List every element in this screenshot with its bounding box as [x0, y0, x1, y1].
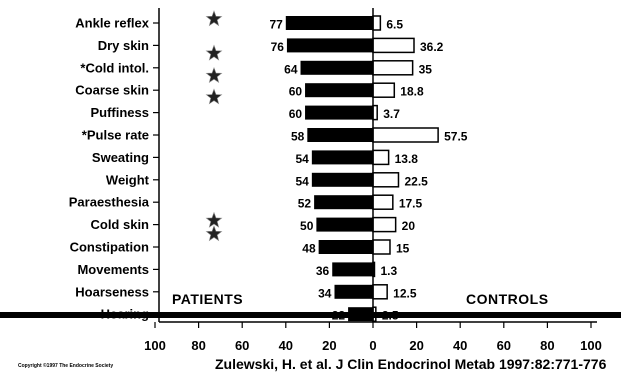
x-tick-label: 60: [497, 338, 511, 353]
category-label: *Cold intol.: [80, 60, 149, 75]
controls-value-label: 3.7: [383, 107, 400, 121]
controls-value-label: 57.5: [444, 130, 468, 144]
star-marker-icon: [205, 10, 223, 27]
star-marker-icon: [205, 211, 223, 228]
patients-bar: [314, 195, 373, 210]
category-label: Hoarseness: [75, 284, 149, 299]
controls-bar: [372, 37, 415, 54]
controls-value-label: 12.5: [393, 286, 417, 300]
star-marker-icon: [205, 66, 223, 83]
category-label: Movements: [77, 262, 149, 277]
controls-value-label: 15: [396, 242, 410, 256]
star-marker-icon: [205, 88, 223, 105]
patients-value-label: 77: [269, 18, 283, 32]
controls-bar: [372, 172, 400, 188]
patients-bar: [305, 83, 373, 98]
category-label: Puffiness: [90, 105, 149, 120]
patients-bar: [307, 128, 373, 142]
patients-bar: [311, 172, 373, 187]
patients-bar: [316, 217, 373, 232]
patients-value-label: 54: [295, 174, 309, 188]
controls-bar: [372, 127, 439, 143]
category-label: Coarse skin: [75, 83, 149, 98]
controls-value-label: 22.5: [404, 174, 428, 188]
x-tick-label: 40: [279, 338, 293, 353]
controls-bar: [372, 239, 391, 255]
patients-bar: [318, 240, 373, 254]
separator-band: [0, 312, 621, 318]
patients-value-label: 48: [302, 242, 316, 256]
x-tick-label: 20: [409, 338, 423, 353]
patients-value-label: 60: [289, 85, 303, 99]
category-label: Dry skin: [98, 38, 149, 53]
controls-value-label: 17.5: [399, 197, 423, 211]
citation: Zulewski, H. et al. J Clin Endocrinol Me…: [215, 356, 607, 372]
patients-bar: [285, 16, 373, 30]
controls-value-label: 18.8: [400, 85, 424, 99]
category-label: Sweating: [92, 150, 149, 165]
controls-value-label: 6.5: [386, 18, 403, 32]
controls-value-label: 13.8: [395, 152, 419, 166]
controls-bar: [372, 82, 396, 98]
patients-bar: [334, 284, 373, 299]
category-label: *Pulse rate: [82, 128, 149, 143]
controls-bar: [372, 194, 394, 210]
x-tick-label: 80: [540, 338, 554, 353]
patients-value-label: 58: [291, 130, 305, 144]
x-tick-label: 40: [453, 338, 467, 353]
star-marker-icon: [205, 44, 223, 61]
patients-value-label: 76: [271, 40, 285, 54]
x-tick-label: 100: [144, 338, 166, 353]
star-marker-icon: [205, 225, 223, 242]
x-tick-label: 60: [235, 338, 249, 353]
patients-value-label: 50: [300, 219, 314, 233]
patients-value-label: 52: [298, 197, 312, 211]
category-label: Constipation: [70, 240, 149, 255]
category-label: Cold skin: [90, 217, 149, 232]
patients-bar: [332, 262, 373, 277]
copyright-notice: Copyright ©1997 The Endocrine Society: [18, 363, 114, 369]
controls-value-label: 35: [419, 62, 433, 76]
controls-annotation: CONTROLS: [466, 291, 549, 307]
controls-value-label: 20: [402, 219, 416, 233]
controls-value-label: 36.2: [420, 40, 444, 54]
patients-bar: [300, 60, 373, 75]
patients-value-label: 34: [318, 286, 332, 300]
controls-bar: [372, 15, 382, 31]
x-tick-label: 100: [580, 338, 602, 353]
patients-bar: [311, 150, 373, 165]
patients-value-label: 54: [295, 152, 309, 166]
controls-value-label: 1.3: [380, 264, 397, 278]
x-tick-label: 0: [369, 338, 376, 353]
patients-bar: [305, 105, 373, 120]
x-tick-label: 80: [191, 338, 205, 353]
category-label: Weight: [106, 172, 150, 187]
controls-bar: [372, 60, 414, 76]
controls-bar: [372, 149, 390, 166]
patients-value-label: 64: [284, 62, 298, 76]
category-label: Paraesthesia: [69, 195, 150, 210]
x-tick-label: 20: [322, 338, 336, 353]
controls-bar: [372, 284, 388, 300]
patients-annotation: PATIENTS: [172, 291, 244, 307]
patients-bar: [286, 38, 373, 53]
patients-value-label: 36: [316, 264, 330, 278]
controls-bar: [372, 216, 397, 233]
patients-value-label: 60: [289, 107, 303, 121]
category-label: Ankle reflex: [75, 16, 149, 31]
